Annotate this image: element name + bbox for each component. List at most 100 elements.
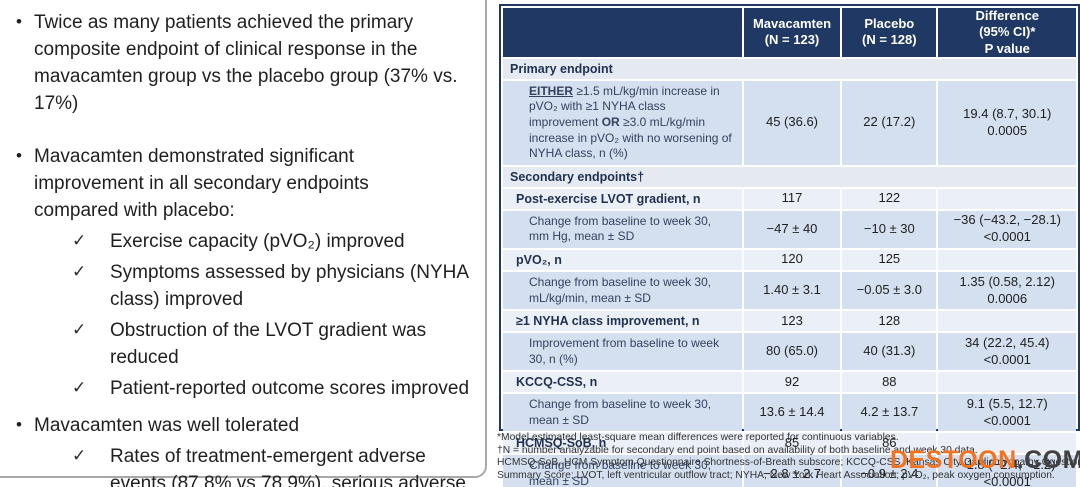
cell-placebo: 88	[842, 372, 937, 393]
cell-placebo: 128	[842, 311, 937, 332]
footnote-abbreviations-line2: Summary Score; LVOT, left ventricular ou…	[497, 469, 1055, 481]
bullet-item: • Mavacamten demonstrated significant im…	[16, 144, 471, 225]
bullet-icon: •	[16, 12, 22, 31]
cell-difference: 1.35 (0.58, 2.12) 0.0006	[938, 271, 1076, 310]
cell-placebo: −0.9 ± 2.4	[842, 455, 937, 487]
watermark-destoon: DESTOON	[890, 446, 1017, 474]
cell-mavacamten: 85	[743, 433, 841, 454]
table-header-row: Mavacamten (N = 123) Placebo (N = 128) D…	[503, 8, 1076, 57]
table-row-hcmsq-change: Change from baseline to week 30, mean ± …	[503, 455, 1076, 487]
header-placebo-line1: Placebo	[864, 16, 915, 32]
check-item: ✓ Rates of treatment-emergent adverse ev…	[72, 444, 471, 487]
row-label: Change from baseline to week 30, mean ± …	[503, 394, 742, 432]
check-item: ✓ Obstruction of the LVOT gradient was r…	[72, 318, 471, 372]
cell-mavacamten: 120	[743, 249, 841, 270]
table-row-hcmsq-n: HCMSQ-SoB, n 85 86	[503, 433, 1076, 454]
header-difference: Difference (95% CI)* P value	[938, 8, 1076, 57]
row-label: Change from baseline to week 30, mm Hg, …	[503, 210, 742, 248]
row-label: KCCQ-CSS, n	[503, 372, 742, 393]
spacer	[16, 122, 471, 144]
cell-mavacamten: 117	[743, 188, 841, 209]
check-icon: ✓	[72, 319, 87, 339]
table-row-kccq-change: Change from baseline to week 30, mean ± …	[503, 394, 1076, 432]
row-label: HCMSQ-SoB, n	[503, 433, 742, 454]
row-label: Change from baseline to week 30, mean ± …	[503, 455, 742, 487]
row-label: Post-exercise LVOT gradient, n	[503, 188, 742, 209]
results-table: Mavacamten (N = 123) Placebo (N = 128) D…	[499, 4, 1080, 487]
section-label: Secondary endpoints†	[503, 166, 1076, 187]
bullet-text-tolerability: Mavacamten was well tolerated	[34, 414, 300, 436]
difference-value: 19.4 (8.7, 30.1)	[963, 105, 1052, 121]
table-row-pvo2-n: pVO₂, n 120 125	[503, 249, 1076, 270]
cell-placebo: −10 ± 30	[842, 210, 937, 248]
cell-difference: −36 (−43.2, −28.1) <0.0001	[938, 210, 1076, 248]
check-item: ✓ Symptoms assessed by physicians (NYHA …	[72, 260, 471, 314]
cell-difference: 19.4 (8.7, 30.1) 0.0005	[938, 80, 1076, 165]
endpoints-table: Mavacamten (N = 123) Placebo (N = 128) D…	[501, 6, 1078, 487]
footnote-model: *Model estimated least-square mean diffe…	[497, 432, 899, 443]
either-clause1: ≥1.5 mL/kg/min increase in pVO₂ with ≥1 …	[529, 83, 720, 129]
watermark: DESTOON.COM	[890, 446, 1080, 475]
cell-mavacamten: −2.8 ± 2.7	[743, 455, 841, 487]
bullet-text-secondary-endpoints: Mavacamten demonstrated significant impr…	[34, 145, 369, 221]
summary-panel: • Twice as many patients achieved the pr…	[0, 0, 487, 487]
check-item: ✓ Exercise capacity (pVO₂) improved	[72, 229, 471, 256]
p-value: 0.0005	[987, 122, 1028, 138]
cell-mavacamten: 92	[743, 372, 841, 393]
table-row-lvot-change: Change from baseline to week 30, mm Hg, …	[503, 210, 1076, 248]
bullet-text-primary-endpoint: Twice as many patients achieved the prim…	[34, 12, 458, 114]
check-text-lvot-obstruction: Obstruction of the LVOT gradient was red…	[110, 319, 427, 368]
check-item: ✓ Patient-reported outcome scores improv…	[72, 376, 471, 403]
row-label: Improvement from baseline to week 30, n …	[503, 333, 742, 371]
table-row-nyha-improvement: Improvement from baseline to week 30, n …	[503, 333, 1076, 371]
cell-mavacamten: 45 (36.6)	[743, 80, 841, 165]
difference-value: 1.35 (0.58, 2.12)	[959, 273, 1055, 289]
table-row-lvot-n: Post-exercise LVOT gradient, n 117 122	[503, 188, 1076, 209]
cell-difference	[938, 249, 1076, 270]
check-text-patient-reported: Patient-reported outcome scores improved	[110, 377, 470, 399]
cell-placebo: 125	[842, 249, 937, 270]
header-mavacamten: Mavacamten (N = 123)	[743, 8, 841, 57]
bullet-item: • Twice as many patients achieved the pr…	[16, 10, 471, 118]
header-placebo: Placebo (N = 128)	[842, 8, 937, 57]
check-text-symptoms: Symptoms assessed by physicians (NYHA cl…	[110, 261, 468, 310]
bullet-item: • Mavacamten was well tolerated	[16, 413, 471, 440]
check-text-adverse-events: Rates of treatment-emergent adverse even…	[110, 445, 466, 487]
p-value: <0.0001	[983, 351, 1031, 367]
cell-difference	[938, 372, 1076, 393]
cell-placebo: 4.2 ± 13.7	[842, 394, 937, 432]
footnotes: *Model estimated least-square mean diffe…	[497, 432, 1080, 482]
section-label: Primary endpoint	[503, 58, 1076, 79]
check-icon: ✓	[72, 377, 87, 397]
cell-difference: 34 (22.2, 45.4) <0.0001	[938, 333, 1076, 371]
bullet-icon: •	[16, 414, 22, 434]
cell-difference	[938, 433, 1076, 454]
cell-mavacamten: 13.6 ± 14.4	[743, 394, 841, 432]
cell-mavacamten: −47 ± 40	[743, 210, 841, 248]
section-row-secondary-endpoints: Secondary endpoints†	[503, 166, 1076, 187]
check-icon: ✓	[72, 261, 87, 281]
header-mavacamten-line1: Mavacamten	[752, 16, 832, 32]
header-placebo-line2: (N = 128)	[862, 32, 917, 48]
cell-placebo: 22 (17.2)	[842, 80, 937, 165]
or-keyword: OR	[601, 114, 620, 129]
row-label: ≥1 NYHA class improvement, n	[503, 311, 742, 332]
either-keyword: EITHER	[529, 83, 574, 98]
header-difference-line3: P value	[984, 40, 1030, 56]
header-empty-cell	[503, 8, 742, 57]
difference-value: 34 (22.2, 45.4)	[964, 334, 1050, 350]
row-label: pVO₂, n	[503, 249, 742, 270]
footnote-abbreviations-line1: HCMSQ-SoB, HCM Symptom Questionnaire Sho…	[497, 457, 1080, 469]
cell-difference	[938, 188, 1076, 209]
footnote-n-analyzable: †N = number analyzable for secondary end…	[497, 444, 978, 456]
check-icon: ✓	[72, 445, 87, 465]
cell-difference: 9.1 (5.5, 12.7) <0.0001	[938, 394, 1076, 432]
cell-difference: −1.8 (−2.4, −1.2) <0.0001	[938, 455, 1076, 487]
p-value: <0.0001	[983, 412, 1031, 428]
cell-placebo: −0.05 ± 3.0	[842, 271, 937, 310]
table-row-kccq-n: KCCQ-CSS, n 92 88	[503, 372, 1076, 393]
cell-mavacamten: 80 (65.0)	[743, 333, 841, 371]
header-difference-line2: (95% CI)*	[979, 24, 1036, 40]
table-row-composite-endpoint: EITHER ≥1.5 mL/kg/min increase in pVO₂ w…	[503, 80, 1076, 165]
